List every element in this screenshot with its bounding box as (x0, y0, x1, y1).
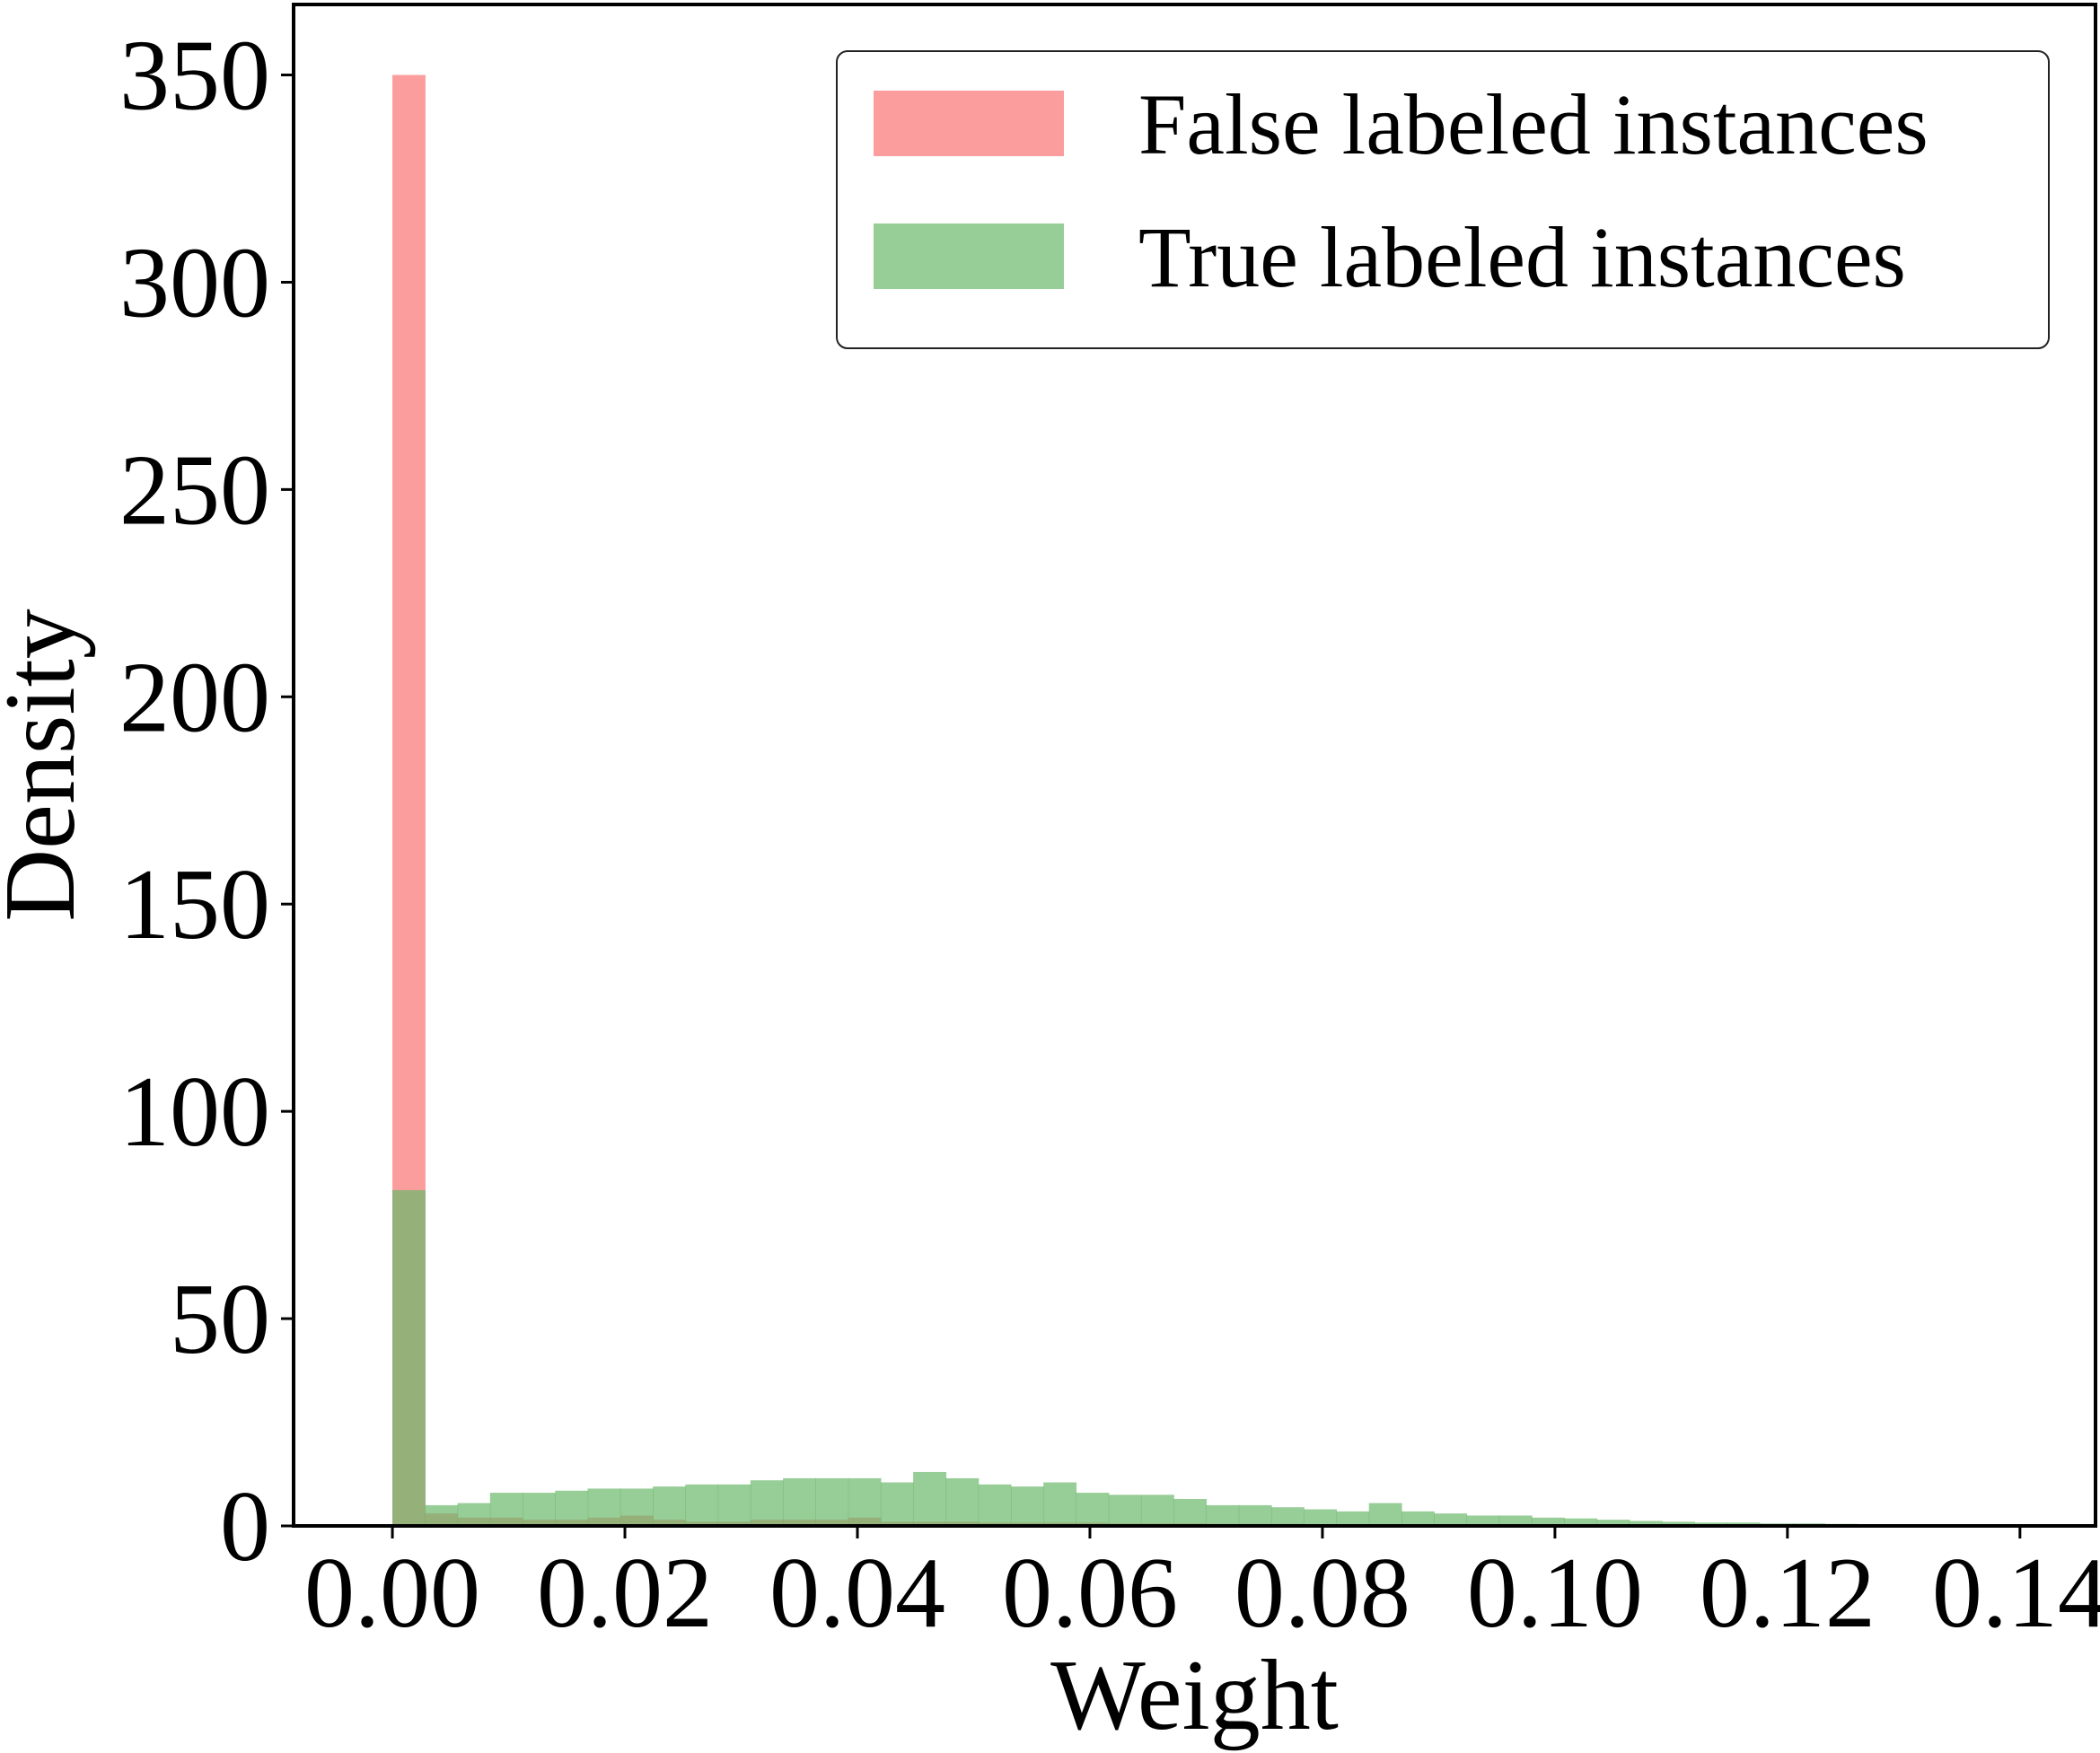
plot-frame (292, 3, 2097, 1528)
histogram-bar (425, 1504, 459, 1526)
histogram-bar (1564, 1518, 1598, 1526)
histogram-bar (1368, 1503, 1402, 1526)
histogram-bar (1173, 1498, 1208, 1526)
histogram-bar (1532, 1517, 1565, 1526)
x-tick-label: 0.06 (1002, 1538, 1178, 1649)
y-tick-label: 50 (170, 1264, 270, 1375)
histogram-bar (1662, 1521, 1695, 1526)
x-axis-ticks: 0.00 0.02 0.04 0.06 0.08 0.10 0.12 0.14 (304, 1526, 2100, 1649)
y-tick-label: 350 (119, 21, 270, 132)
y-tick-label: 0 (220, 1471, 270, 1582)
histogram-bar (783, 1477, 816, 1526)
histogram-bar (489, 1493, 523, 1526)
x-tick-label: 0.12 (1700, 1538, 1876, 1649)
histogram-bar (1498, 1515, 1533, 1526)
series-true-bars (392, 1189, 2021, 1526)
histogram-bar (945, 1477, 980, 1526)
histogram-bar (815, 1477, 849, 1526)
histogram-bar (457, 1503, 491, 1526)
histogram-bar (523, 1493, 556, 1526)
bars-layer (392, 75, 2021, 1526)
y-tick-label: 200 (119, 642, 270, 753)
histogram-bar (1304, 1509, 1338, 1526)
histogram-bar (913, 1471, 947, 1526)
histogram-bar (392, 1189, 426, 1526)
y-axis-ticks: 0 50 100 150 200 250 300 350 (119, 21, 294, 1582)
y-tick-label: 150 (119, 849, 270, 960)
y-axis-label: Density (0, 609, 96, 921)
histogram-bar (1270, 1507, 1305, 1526)
x-axis-label: Weight (1050, 1640, 1339, 1751)
histogram-bar (880, 1482, 914, 1526)
legend-swatch-true (874, 224, 1064, 289)
y-tick-label: 100 (119, 1056, 270, 1168)
x-tick-label: 0.14 (1932, 1538, 2100, 1649)
x-tick-label: 0.00 (304, 1538, 480, 1649)
y-tick-label: 250 (119, 434, 270, 546)
legend-swatch-false (874, 91, 1064, 156)
histogram-bar (1076, 1493, 1110, 1526)
histogram-bar (750, 1480, 784, 1526)
histogram-bar (1466, 1515, 1500, 1526)
histogram-bar (1401, 1511, 1435, 1526)
x-tick-label: 0.04 (769, 1538, 945, 1649)
histogram-bar (1336, 1511, 1370, 1526)
legend-label-false: False labeled instances (1138, 76, 1929, 172)
histogram-bar (1206, 1504, 1240, 1526)
histogram-bar (1629, 1521, 1663, 1526)
histogram-bar (1010, 1486, 1044, 1526)
histogram-bar (978, 1484, 1012, 1526)
histogram-bar (1043, 1482, 1077, 1526)
x-tick-label: 0.02 (537, 1538, 713, 1649)
histogram-bar (1238, 1504, 1272, 1526)
histogram-bar (1596, 1520, 1630, 1526)
histogram-bar (1140, 1494, 1174, 1526)
histogram-bar (1108, 1494, 1142, 1526)
histogram-bar (1434, 1513, 1468, 1526)
legend: False labeled instances True labeled ins… (836, 50, 2050, 349)
histogram-bar (555, 1490, 589, 1526)
histogram-bar (685, 1484, 719, 1526)
histogram-bar (619, 1488, 654, 1526)
histogram-bar (848, 1477, 882, 1526)
y-tick-label: 300 (119, 227, 270, 338)
histogram-bar (717, 1484, 751, 1526)
histogram-bar (587, 1488, 621, 1526)
legend-label-true: True labeled instances (1138, 209, 1906, 305)
histogram-bar (653, 1486, 686, 1526)
x-tick-label: 0.10 (1467, 1538, 1643, 1649)
x-tick-label: 0.08 (1235, 1538, 1410, 1649)
legend-box (836, 50, 2050, 349)
